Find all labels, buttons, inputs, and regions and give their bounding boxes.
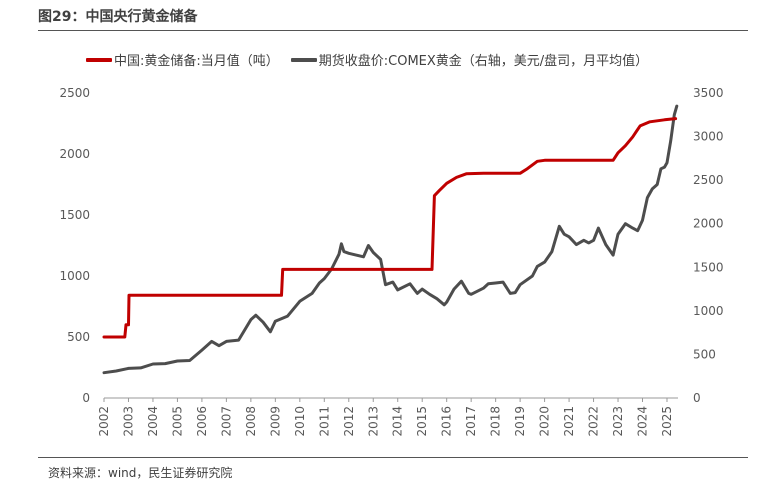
legend-item-reserve: 中国:黄金储备:当月值（吨） bbox=[86, 50, 279, 69]
x-tick-label: 2004 bbox=[146, 406, 160, 437]
legend-swatch-reserve bbox=[86, 57, 112, 62]
y-right-tick-label: 3500 bbox=[693, 86, 724, 100]
x-tick-label: 2020 bbox=[538, 406, 552, 437]
y-right-tick-label: 500 bbox=[693, 347, 716, 361]
legend-label-reserve: 中国:黄金储备:当月值（吨） bbox=[114, 54, 279, 69]
x-tick-label: 2002 bbox=[97, 406, 111, 437]
y-right-tick-label: 0 bbox=[693, 391, 701, 405]
x-tick-label: 2013 bbox=[366, 406, 380, 437]
bottom-rule bbox=[38, 457, 748, 458]
y-right-tick-label: 1000 bbox=[693, 304, 724, 318]
chart-legend: 中国:黄金储备:当月值（吨） 期货收盘价:COMEX黄金（右轴，美元/盘司，月平… bbox=[86, 50, 660, 69]
x-tick-label: 2022 bbox=[587, 406, 601, 437]
series-line-reserve bbox=[102, 117, 678, 339]
x-tick-label: 2019 bbox=[513, 406, 527, 437]
x-tick-label: 2025 bbox=[660, 406, 674, 437]
top-rule bbox=[38, 30, 748, 31]
x-tick-label: 2015 bbox=[415, 406, 429, 437]
series-line-gold-price bbox=[102, 104, 679, 375]
x-tick-label: 2006 bbox=[195, 406, 209, 437]
x-tick-label: 2005 bbox=[170, 406, 184, 437]
series-layer bbox=[102, 104, 679, 375]
x-tick-label: 2003 bbox=[121, 406, 135, 437]
y-left-tick-label: 2500 bbox=[59, 86, 90, 100]
x-tick-label: 2010 bbox=[293, 406, 307, 437]
x-tick-label: 2009 bbox=[268, 406, 282, 437]
y-left-tick-label: 0 bbox=[82, 391, 90, 405]
x-tick-label: 2007 bbox=[219, 406, 233, 437]
x-tick-label: 2012 bbox=[342, 406, 356, 437]
y-right-tick-label: 2500 bbox=[693, 173, 724, 187]
x-tick-label: 2023 bbox=[611, 406, 625, 437]
x-tick-label: 2014 bbox=[391, 406, 405, 437]
x-tick-label: 2021 bbox=[562, 406, 576, 437]
y-right-tick-label: 3000 bbox=[693, 130, 724, 144]
x-tick-label: 2008 bbox=[244, 406, 258, 437]
y-left-tick-label: 2000 bbox=[59, 147, 90, 161]
legend-swatch-gold-price bbox=[290, 57, 317, 62]
x-tick-label: 2016 bbox=[440, 406, 454, 437]
axes-layer bbox=[103, 397, 678, 402]
y-left-tick-label: 1500 bbox=[59, 208, 90, 222]
x-tick-label: 2017 bbox=[464, 406, 478, 437]
legend-label-gold-price: 期货收盘价:COMEX黄金（右轴，美元/盘司，月平均值） bbox=[318, 54, 649, 69]
source-note: 资料来源：wind，民生证券研究院 bbox=[48, 466, 233, 480]
y-left-tick-label: 1000 bbox=[59, 269, 90, 283]
tick-label-layer: 0 500 1000 1500 2000 2500 0 500 1000 1500 2000 2500… bbox=[59, 86, 723, 437]
legend-item-gold-price: 期货收盘价:COMEX黄金（右轴，美元/盘司，月平均值） bbox=[290, 50, 649, 69]
y-right-tick-label: 2000 bbox=[693, 217, 724, 231]
x-tick-label: 2024 bbox=[636, 406, 650, 437]
x-tick-label: 2011 bbox=[317, 406, 331, 437]
y-left-tick-label: 500 bbox=[67, 330, 90, 344]
y-right-tick-label: 1500 bbox=[693, 260, 724, 274]
figure-title: 图29：中国央行黄金储备 bbox=[38, 9, 198, 25]
x-tick-label: 2018 bbox=[489, 406, 503, 437]
